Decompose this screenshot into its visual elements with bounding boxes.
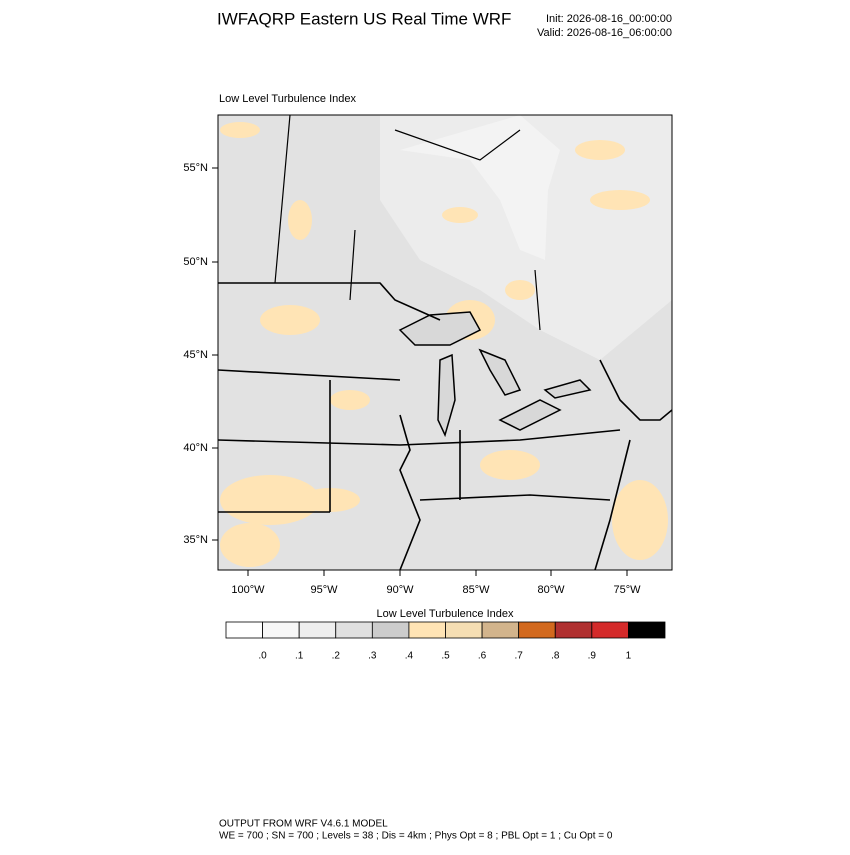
colorbar-label: .2 <box>332 651 341 662</box>
colorbar-box <box>262 621 300 639</box>
lon-label: 95°W <box>310 584 338 596</box>
colorbar-label: 1 <box>626 651 632 662</box>
colorbar-box <box>554 621 593 639</box>
lon-label: 90°W <box>386 584 414 596</box>
colorbar-label: .5 <box>441 651 450 662</box>
valid-time: Valid: 2026-08-16_06:00:00 <box>537 27 672 39</box>
footer-line: OUTPUT FROM WRF V4.6.1 MODEL <box>219 819 388 830</box>
colorbar-label: .9 <box>588 651 597 662</box>
colorbar-label: .8 <box>551 651 560 662</box>
colorbar-box <box>591 621 629 639</box>
colorbar-box <box>408 621 446 639</box>
colorbar-box <box>225 621 263 639</box>
colorbar-box <box>371 621 410 639</box>
colorbar-box <box>445 621 483 639</box>
footer-line: WE = 700 ; SN = 700 ; Levels = 38 ; Dis … <box>219 831 613 842</box>
lon-label: 75°W <box>613 584 641 596</box>
colorbar-label: .4 <box>405 651 414 662</box>
map <box>217 114 673 571</box>
colorbar-box <box>335 621 373 639</box>
colorbar-box <box>628 621 666 639</box>
lat-label: 55°N <box>183 162 208 174</box>
colorbar-label: .0 <box>258 651 267 662</box>
province-borders <box>274 115 541 331</box>
lon-label: 80°W <box>537 584 565 596</box>
colorbar-box <box>481 621 520 639</box>
colorbar-label: .1 <box>295 651 304 662</box>
lat-label: 45°N <box>183 349 208 361</box>
map-frame <box>217 114 673 571</box>
colorbar-box <box>518 621 556 639</box>
lon-label: 100°W <box>231 584 265 596</box>
colorbar: .0 .1 .2 .3 .4 .5 .6 .7 .8 .9 1 <box>225 621 666 662</box>
lat-label: 40°N <box>183 442 208 454</box>
map-axes: 55°N 50°N 45°N 40°N 35°N 100°W 95°W 90°W 85°W 80°… <box>183 162 641 596</box>
colorbar-label: .7 <box>514 651 523 662</box>
colorbar-label: .6 <box>478 651 487 662</box>
colorbar-label: .3 <box>368 651 377 662</box>
lat-label: 35°N <box>183 534 208 546</box>
turbulence-patches <box>220 122 668 567</box>
lat-label: 50°N <box>183 256 208 268</box>
lon-label: 85°W <box>462 584 490 596</box>
colorbar-box <box>298 621 337 639</box>
bay <box>400 115 560 260</box>
great-lakes <box>398 311 592 438</box>
title: IWFAQRP Eastern US Real Time WRF <box>217 9 511 28</box>
borders <box>218 282 672 570</box>
colorbar-title: Low Level Turbulence Index <box>377 608 514 620</box>
init-time: Init: 2026-08-16_00:00:00 <box>546 13 672 25</box>
map-subtitle: Low Level Turbulence Index <box>219 93 356 105</box>
